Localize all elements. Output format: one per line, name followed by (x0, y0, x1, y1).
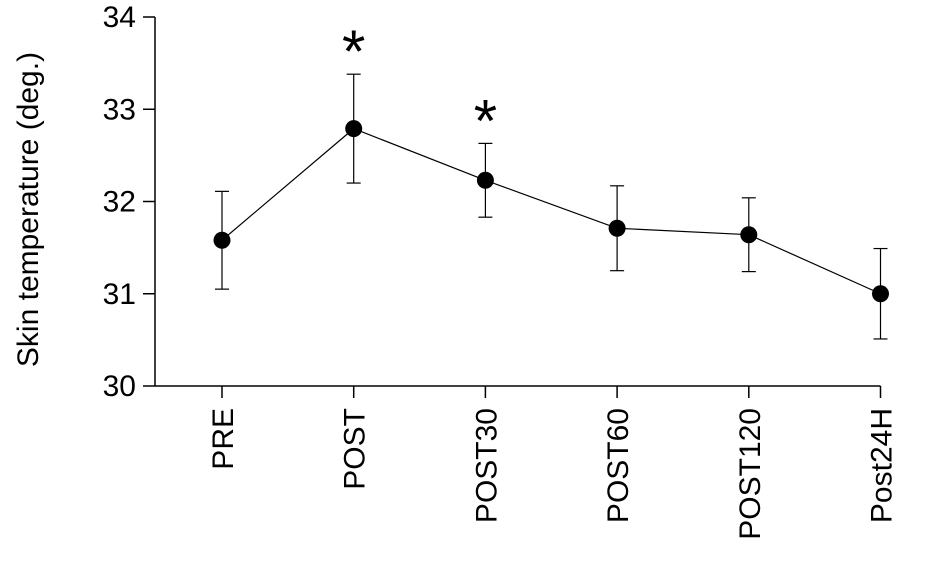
x-tick-label: Post24H (866, 408, 899, 523)
data-point (345, 120, 363, 138)
y-tick-label: 31 (103, 278, 136, 311)
significance-marker: * (342, 18, 365, 85)
data-point (213, 231, 231, 249)
data-point (740, 226, 758, 244)
x-tick-label: PRE (207, 408, 240, 470)
significance-marker: * (474, 87, 497, 154)
y-axis-title: Skin temperature (deg.) (12, 52, 45, 367)
y-tick-label: 33 (103, 93, 136, 126)
x-tick-label: POST (339, 408, 372, 490)
data-point (872, 285, 889, 303)
y-tick-label: 34 (103, 1, 136, 34)
x-tick-label: POST60 (602, 408, 635, 523)
data-point (608, 219, 626, 237)
x-tick-label: POST120 (734, 408, 767, 540)
data-point (476, 171, 494, 189)
y-tick-label: 30 (103, 370, 136, 403)
series-line (221, 127, 881, 295)
x-tick-label: POST30 (470, 408, 503, 523)
y-tick-label: 32 (103, 186, 136, 219)
